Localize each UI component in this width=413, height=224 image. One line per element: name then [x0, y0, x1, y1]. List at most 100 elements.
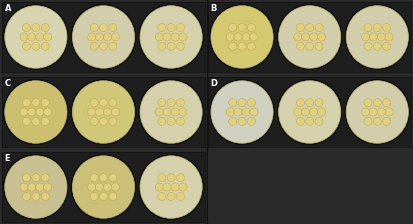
Ellipse shape: [95, 108, 103, 116]
Ellipse shape: [249, 108, 257, 116]
Ellipse shape: [20, 108, 28, 116]
Ellipse shape: [296, 42, 304, 50]
Ellipse shape: [233, 33, 242, 41]
Ellipse shape: [171, 108, 179, 116]
Ellipse shape: [176, 192, 184, 200]
Ellipse shape: [32, 174, 40, 182]
Ellipse shape: [88, 183, 95, 191]
Ellipse shape: [99, 174, 107, 182]
Ellipse shape: [88, 108, 95, 116]
Ellipse shape: [296, 117, 304, 125]
Ellipse shape: [373, 42, 380, 50]
Ellipse shape: [22, 99, 31, 107]
Ellipse shape: [109, 117, 116, 125]
Ellipse shape: [155, 108, 163, 116]
Ellipse shape: [178, 183, 187, 191]
Ellipse shape: [41, 117, 49, 125]
Ellipse shape: [32, 192, 40, 200]
Ellipse shape: [293, 33, 301, 41]
Ellipse shape: [70, 4, 136, 70]
Ellipse shape: [228, 42, 236, 50]
Ellipse shape: [167, 117, 175, 125]
Ellipse shape: [28, 108, 36, 116]
Ellipse shape: [237, 42, 245, 50]
Ellipse shape: [373, 24, 380, 32]
Ellipse shape: [376, 108, 385, 116]
Ellipse shape: [237, 117, 245, 125]
Ellipse shape: [3, 154, 69, 220]
Ellipse shape: [368, 33, 376, 41]
Ellipse shape: [305, 24, 313, 32]
Ellipse shape: [225, 33, 234, 41]
Ellipse shape: [88, 33, 95, 41]
Ellipse shape: [363, 117, 371, 125]
Ellipse shape: [103, 183, 112, 191]
Ellipse shape: [157, 42, 166, 50]
Ellipse shape: [176, 174, 184, 182]
Ellipse shape: [373, 117, 380, 125]
Ellipse shape: [20, 183, 28, 191]
Ellipse shape: [163, 183, 171, 191]
Ellipse shape: [70, 79, 136, 145]
Ellipse shape: [90, 117, 98, 125]
Ellipse shape: [345, 81, 407, 143]
Ellipse shape: [228, 99, 236, 107]
Ellipse shape: [314, 117, 322, 125]
Ellipse shape: [95, 183, 103, 191]
Ellipse shape: [276, 79, 342, 145]
Ellipse shape: [109, 192, 116, 200]
Ellipse shape: [32, 117, 40, 125]
Ellipse shape: [22, 117, 31, 125]
Ellipse shape: [32, 42, 40, 50]
Ellipse shape: [5, 6, 67, 68]
Ellipse shape: [247, 24, 255, 32]
Ellipse shape: [41, 24, 49, 32]
Ellipse shape: [36, 33, 44, 41]
Ellipse shape: [167, 192, 175, 200]
Ellipse shape: [382, 24, 390, 32]
Ellipse shape: [368, 108, 376, 116]
Ellipse shape: [22, 192, 31, 200]
Ellipse shape: [249, 33, 257, 41]
Ellipse shape: [138, 4, 204, 70]
Ellipse shape: [278, 6, 340, 68]
Text: D: D: [210, 79, 217, 88]
Ellipse shape: [32, 99, 40, 107]
Ellipse shape: [345, 6, 407, 68]
Ellipse shape: [28, 33, 36, 41]
Ellipse shape: [70, 154, 136, 220]
Ellipse shape: [211, 81, 273, 143]
Ellipse shape: [22, 42, 31, 50]
Ellipse shape: [157, 192, 166, 200]
Bar: [208, 152, 410, 222]
Ellipse shape: [211, 6, 273, 68]
Bar: [208, 2, 410, 72]
Ellipse shape: [317, 33, 325, 41]
Bar: [2, 152, 204, 222]
Ellipse shape: [22, 24, 31, 32]
Ellipse shape: [99, 24, 107, 32]
Ellipse shape: [314, 99, 322, 107]
Text: E: E: [5, 154, 10, 163]
Ellipse shape: [90, 174, 98, 182]
Ellipse shape: [140, 81, 202, 143]
Ellipse shape: [301, 108, 309, 116]
Ellipse shape: [176, 24, 184, 32]
Ellipse shape: [225, 108, 234, 116]
Ellipse shape: [22, 174, 31, 182]
Ellipse shape: [178, 108, 187, 116]
Ellipse shape: [109, 24, 116, 32]
Ellipse shape: [233, 108, 242, 116]
Ellipse shape: [5, 156, 67, 218]
Ellipse shape: [157, 99, 166, 107]
Ellipse shape: [90, 192, 98, 200]
Ellipse shape: [5, 81, 67, 143]
Ellipse shape: [41, 99, 49, 107]
Ellipse shape: [111, 33, 119, 41]
Ellipse shape: [155, 33, 163, 41]
Ellipse shape: [103, 108, 112, 116]
Ellipse shape: [167, 174, 175, 182]
Ellipse shape: [361, 33, 369, 41]
Ellipse shape: [163, 33, 171, 41]
Ellipse shape: [140, 6, 202, 68]
